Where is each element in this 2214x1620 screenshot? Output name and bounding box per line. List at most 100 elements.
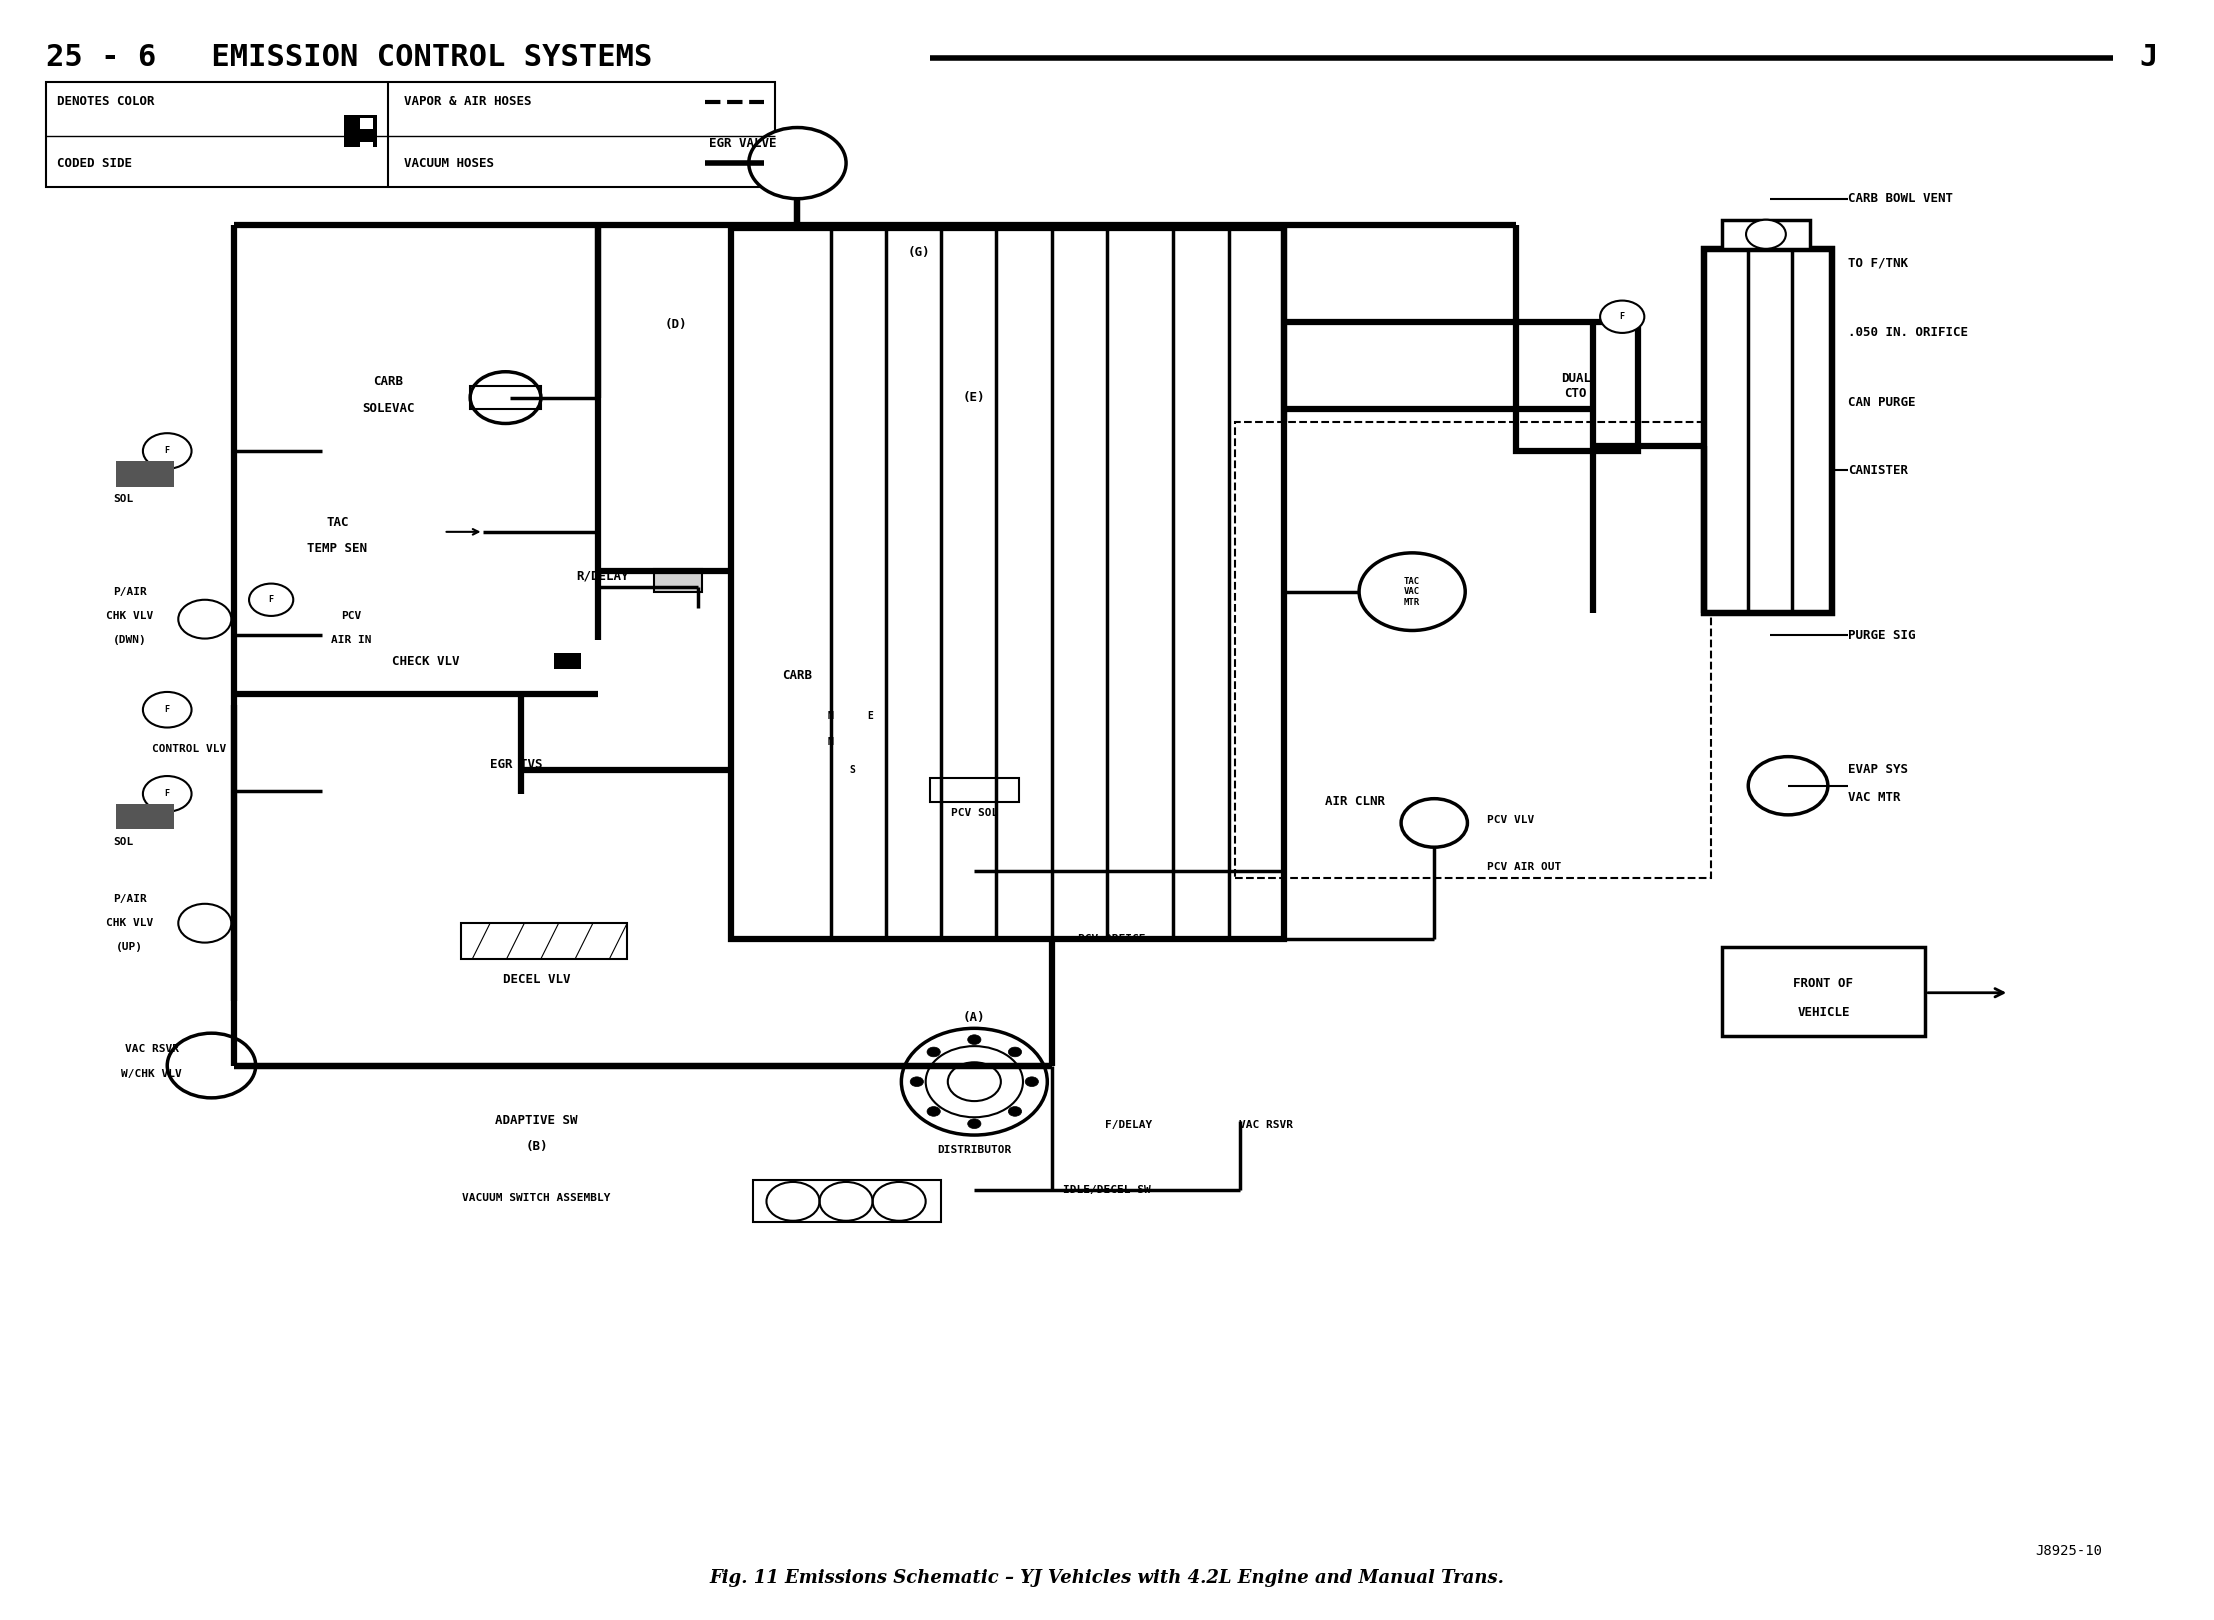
Text: CARB BOWL VENT: CARB BOWL VENT bbox=[1849, 193, 1953, 206]
Bar bbox=[1722, 948, 1926, 1037]
Text: P/AIR: P/AIR bbox=[113, 894, 146, 904]
Text: R/DELAY: R/DELAY bbox=[576, 569, 629, 582]
Bar bbox=[461, 923, 627, 959]
Text: J: J bbox=[2139, 44, 2156, 73]
Text: F: F bbox=[1621, 313, 1625, 321]
Bar bbox=[1705, 249, 1833, 612]
Text: CARB: CARB bbox=[374, 374, 403, 387]
Text: CANISTER: CANISTER bbox=[1849, 463, 1908, 476]
Bar bbox=[554, 653, 580, 669]
Text: F: F bbox=[164, 789, 170, 799]
Circle shape bbox=[248, 583, 292, 616]
Text: (E): (E) bbox=[963, 390, 985, 403]
Text: FRONT OF: FRONT OF bbox=[1793, 977, 1853, 990]
Text: (G): (G) bbox=[908, 246, 930, 259]
Text: EGR VALVE: EGR VALVE bbox=[708, 138, 777, 151]
Text: TEMP SEN: TEMP SEN bbox=[308, 541, 368, 554]
Text: VACUUM SWITCH ASSEMBLY: VACUUM SWITCH ASSEMBLY bbox=[463, 1194, 611, 1204]
Text: TO F/TNK: TO F/TNK bbox=[1849, 258, 1908, 271]
Circle shape bbox=[144, 692, 193, 727]
Circle shape bbox=[968, 1119, 981, 1129]
Text: ADAPTIVE SW: ADAPTIVE SW bbox=[496, 1115, 578, 1128]
Circle shape bbox=[910, 1077, 923, 1087]
Bar bbox=[359, 118, 372, 130]
Text: VACUUM HOSES: VACUUM HOSES bbox=[403, 157, 494, 170]
Circle shape bbox=[179, 599, 230, 638]
Text: DISTRIBUTOR: DISTRIBUTOR bbox=[937, 1145, 1012, 1155]
Text: CAN PURGE: CAN PURGE bbox=[1849, 395, 1915, 408]
Circle shape bbox=[1601, 301, 1645, 334]
Text: F: F bbox=[268, 595, 275, 604]
Text: SOL: SOL bbox=[113, 494, 133, 504]
Bar bbox=[343, 115, 376, 147]
Circle shape bbox=[1007, 1047, 1021, 1056]
Text: (D): (D) bbox=[664, 319, 686, 332]
Text: AIR IN: AIR IN bbox=[330, 635, 372, 645]
Bar bbox=[117, 460, 175, 486]
Text: 25 - 6   EMISSION CONTROL SYSTEMS: 25 - 6 EMISSION CONTROL SYSTEMS bbox=[46, 44, 651, 73]
Circle shape bbox=[469, 371, 540, 423]
Text: F: F bbox=[164, 705, 170, 714]
Text: .050 IN. ORIFICE: .050 IN. ORIFICE bbox=[1849, 326, 1968, 340]
Text: IDLE/DECEL SW: IDLE/DECEL SW bbox=[1063, 1186, 1151, 1196]
Text: Fig. 11 Emissions Schematic – YJ Vehicles with 4.2L Engine and Manual Trans.: Fig. 11 Emissions Schematic – YJ Vehicle… bbox=[708, 1570, 1506, 1588]
Text: VEHICLE: VEHICLE bbox=[1798, 1006, 1849, 1019]
Text: PCV ORFICE: PCV ORFICE bbox=[1078, 935, 1145, 944]
Bar bbox=[46, 83, 775, 188]
Circle shape bbox=[179, 904, 230, 943]
Text: DUAL
CTO: DUAL CTO bbox=[1561, 373, 1592, 400]
Text: M: M bbox=[828, 711, 832, 721]
Text: F: F bbox=[164, 447, 170, 455]
Text: VAC RSVR: VAC RSVR bbox=[1240, 1121, 1293, 1131]
Circle shape bbox=[144, 776, 193, 812]
Circle shape bbox=[1025, 1077, 1038, 1087]
Text: EVAP SYS: EVAP SYS bbox=[1849, 763, 1908, 776]
Text: SOL: SOL bbox=[113, 838, 133, 847]
Text: VAPOR & AIR HOSES: VAPOR & AIR HOSES bbox=[403, 96, 531, 109]
Text: CHK VLV: CHK VLV bbox=[106, 611, 153, 620]
Bar bbox=[653, 569, 702, 591]
Bar bbox=[469, 386, 540, 408]
Text: E: E bbox=[868, 711, 872, 721]
Text: PCV: PCV bbox=[341, 611, 361, 620]
Text: SOLEVAC: SOLEVAC bbox=[363, 402, 414, 415]
Text: (DWN): (DWN) bbox=[113, 635, 146, 645]
Text: VAC MTR: VAC MTR bbox=[1849, 791, 1900, 804]
Text: J8925-10: J8925-10 bbox=[2035, 1544, 2101, 1558]
Bar bbox=[1517, 322, 1638, 450]
Bar bbox=[753, 1181, 941, 1223]
Text: CARB: CARB bbox=[782, 669, 813, 682]
Text: CONTROL VLV: CONTROL VLV bbox=[153, 744, 226, 753]
Circle shape bbox=[144, 433, 193, 468]
Text: (A): (A) bbox=[963, 1011, 985, 1024]
Text: PCV AIR OUT: PCV AIR OUT bbox=[1488, 862, 1561, 872]
Text: AIR CLNR: AIR CLNR bbox=[1324, 795, 1384, 808]
Text: DECEL VLV: DECEL VLV bbox=[503, 974, 571, 987]
Bar bbox=[930, 778, 1018, 802]
Bar bbox=[731, 228, 1284, 940]
Bar bbox=[1705, 249, 1833, 612]
Text: M: M bbox=[828, 737, 832, 747]
Text: (B): (B) bbox=[525, 1140, 547, 1153]
Circle shape bbox=[1007, 1106, 1021, 1116]
Bar bbox=[359, 143, 372, 154]
Text: P/AIR: P/AIR bbox=[113, 586, 146, 596]
Bar bbox=[1722, 220, 1811, 249]
Circle shape bbox=[968, 1035, 981, 1045]
Bar bbox=[117, 804, 175, 829]
Text: W/CHK VLV: W/CHK VLV bbox=[122, 1069, 182, 1079]
Text: F/DELAY: F/DELAY bbox=[1105, 1121, 1153, 1131]
Text: TAC
VAC
MTR: TAC VAC MTR bbox=[1404, 577, 1419, 606]
Bar bbox=[1235, 421, 1711, 878]
Text: PURGE SIG: PURGE SIG bbox=[1849, 629, 1915, 642]
Circle shape bbox=[928, 1047, 941, 1056]
Circle shape bbox=[748, 128, 846, 199]
Text: PCV SOL: PCV SOL bbox=[950, 808, 999, 818]
Text: DENOTES COLOR: DENOTES COLOR bbox=[58, 96, 155, 109]
Text: S: S bbox=[850, 765, 855, 774]
Text: TAC: TAC bbox=[325, 515, 350, 528]
Circle shape bbox=[1747, 220, 1787, 249]
Text: (UP): (UP) bbox=[115, 943, 144, 953]
Text: CHECK VLV: CHECK VLV bbox=[392, 654, 461, 667]
Circle shape bbox=[928, 1106, 941, 1116]
